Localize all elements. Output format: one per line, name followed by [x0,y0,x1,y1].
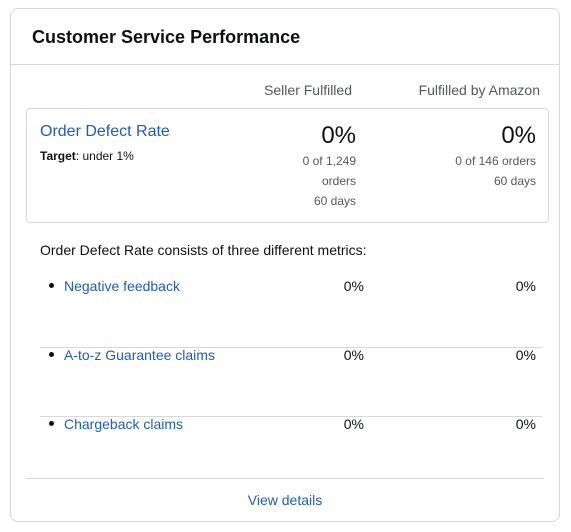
odr-description: Order Defect Rate consists of three diff… [40,242,367,258]
negative-feedback-link[interactable]: Negative feedback [64,278,180,294]
column-header-fulfilled-by-amazon: Fulfilled by Amazon [418,82,540,98]
odr-fba-percent: 0% [501,122,536,149]
odr-fba-period: 60 days [493,174,536,188]
odr-seller-details: 0 of 1,249 orders 60 days [296,151,356,211]
bullet-icon [49,283,54,288]
bullet-icon [49,352,54,357]
chargeback-claims-fba-value: 0% [515,416,536,432]
negative-feedback-seller-value: 0% [343,278,364,294]
order-defect-rate-link[interactable]: Order Defect Rate [40,123,170,140]
odr-target-label: Target [40,149,76,163]
odr-target-value: : under 1% [75,149,134,163]
odr-seller-period: 60 days [313,194,356,208]
odr-seller-percent: 0% [321,122,356,149]
negative-feedback-fba-value: 0% [515,278,536,294]
card-footer: View details [26,478,544,524]
a-to-z-claims-fba-value: 0% [515,347,536,363]
view-details-link[interactable]: View details [247,492,323,508]
odr-seller-count: 0 of 1,249 [302,154,356,168]
card-header: Customer Service Performance [11,9,559,65]
a-to-z-claims-seller-value: 0% [343,347,364,363]
column-header-seller-fulfilled: Seller Fulfilled [264,82,352,98]
odr-fba-count: 0 of 146 orders [455,154,536,168]
odr-seller-fulfilled: 0% 0 of 1,249 orders 60 days [246,121,356,211]
odr-fulfilled-by-amazon: 0% 0 of 146 orders 60 days [416,121,536,191]
odr-target: Target: under 1% [40,149,134,163]
chargeback-claims-link[interactable]: Chargeback claims [64,416,184,432]
odr-seller-orders: orders [321,174,356,188]
customer-service-performance-card: Customer Service Performance Seller Fulf… [10,8,560,522]
order-defect-rate-box: Order Defect Rate Target: under 1% 0% 0 … [26,108,549,223]
card-title: Customer Service Performance [32,27,301,47]
metric-row-a-to-z-claims: A-to-z Guarantee claims 0% 0% [40,347,542,417]
metric-row-negative-feedback: Negative feedback 0% 0% [40,278,542,348]
chargeback-claims-seller-value: 0% [343,416,364,432]
bullet-icon [49,421,54,426]
a-to-z-guarantee-claims-link[interactable]: A-to-z Guarantee claims [64,347,215,363]
metric-row-chargeback-claims: Chargeback claims 0% 0% [40,416,542,485]
